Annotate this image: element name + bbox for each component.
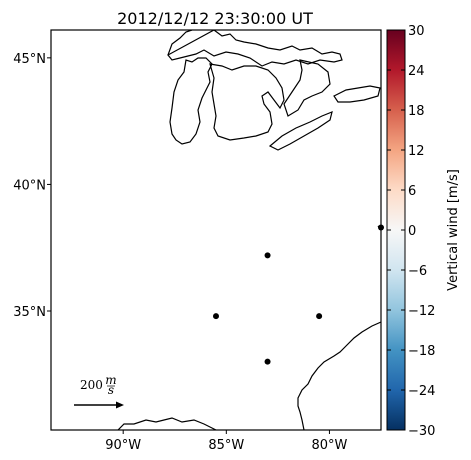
michigan-peninsula-shore (209, 63, 285, 141)
reference-arrow: 200 m s (74, 373, 124, 409)
plot-title: 2012/12/12 23:30:00 UT (117, 9, 313, 28)
reference-arrow-unit-denominator: s (108, 383, 114, 397)
colorbar: 30 24 18 12 6 0 −6 −12 −18 −24 −30 Vertical wind [… (386, 24, 461, 439)
colorbar-tick-label: −18 (408, 344, 435, 359)
station-marker (213, 313, 219, 320)
lake-ontario-shore (333, 85, 381, 103)
colorbar-tick-label: −6 (408, 264, 427, 279)
colorbar-tick-label: 12 (408, 144, 425, 159)
y-axis-ticks: 45°N 40°N 35°N (13, 52, 51, 320)
map-background (51, 30, 381, 430)
colorbar-label: Vertical wind [m/s] (446, 169, 461, 291)
reference-arrow-value: 200 (80, 378, 103, 392)
reference-arrow-unit-numerator: m (105, 373, 116, 387)
colorbar-tick-label: 6 (408, 184, 416, 199)
y-tick-label: 35°N (13, 305, 46, 320)
x-tick-label: 80°W (311, 438, 347, 453)
coastlines (117, 30, 381, 430)
reference-arrow-head (116, 401, 124, 409)
colorbar-tick-label: −12 (408, 304, 435, 319)
colorbar-tick-label: −30 (408, 424, 435, 439)
colorbar-tick-label: 24 (408, 64, 425, 79)
atlantic-coastline (297, 321, 381, 430)
colorbar-ticks: 30 24 18 12 6 0 −6 −12 −18 −24 −30 (387, 24, 435, 439)
x-tick-label: 90°W (105, 438, 141, 453)
x-axis-ticks: 90°W 85°W 80°W (105, 430, 348, 453)
colorbar-tick-label: 0 (408, 224, 416, 239)
y-tick-label: 40°N (13, 178, 46, 193)
station-marker (264, 252, 271, 259)
lake-erie-shore (268, 111, 333, 151)
lake-michigan-shore (169, 57, 213, 145)
lake-huron-shore (283, 59, 331, 117)
stations (213, 224, 384, 365)
x-tick-label: 85°W (208, 438, 244, 453)
gulf-coastline (117, 417, 217, 430)
y-tick-label: 45°N (13, 52, 46, 67)
colorbar-tick-label: 30 (408, 24, 425, 39)
colorbar-tick-label: −24 (408, 384, 435, 399)
map-frame (50, 29, 382, 431)
station-marker (264, 358, 271, 365)
colorbar-tick-label: 18 (408, 104, 425, 119)
station-marker (316, 313, 323, 320)
lake-superior-shore (167, 30, 343, 67)
map-area: 200 m s (50, 29, 384, 431)
